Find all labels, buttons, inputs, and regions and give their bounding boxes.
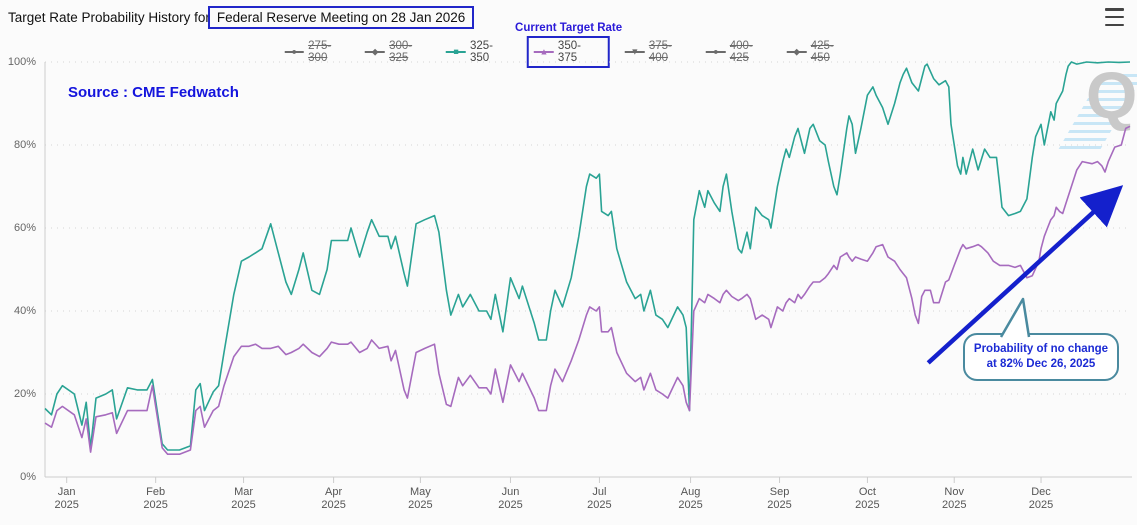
- triangle-down-marker-icon: ▼: [624, 46, 645, 58]
- x-axis-label-jun: Jun 2025: [498, 486, 523, 511]
- current-target-rate-label: Current Target Rate: [515, 22, 623, 34]
- watermark-logo: Q: [1086, 58, 1137, 132]
- y-axis-label: 20%: [13, 388, 36, 400]
- y-axis-label: 0%: [20, 471, 36, 483]
- legend-item-350-375[interactable]: ▲ 350-375 Current Target Rate: [515, 22, 622, 68]
- y-axis-label: 60%: [13, 222, 36, 234]
- chart-menu-button[interactable]: [1105, 8, 1127, 26]
- x-axis-label-jan: Jan 2025: [54, 486, 79, 511]
- x-axis-label-dec: Dec 2025: [1028, 486, 1054, 511]
- chart-title-highlight-box: Federal Reserve Meeting on 28 Jan 2026: [207, 6, 475, 29]
- x-axis-label-sep: Sep 2025: [767, 486, 792, 511]
- legend-label: 350-375: [557, 40, 581, 64]
- x-axis-label-mar: Mar 2025: [231, 486, 256, 511]
- legend-label: 400-425: [729, 40, 753, 64]
- chart-title-prefix: Target Rate Probability History for: [8, 10, 210, 25]
- legend-label: 325-350: [470, 40, 494, 64]
- y-axis-label: 100%: [7, 56, 36, 68]
- y-axis-label: 80%: [13, 139, 36, 151]
- circle-marker-icon: ●: [284, 46, 305, 58]
- y-axis-label: 40%: [13, 305, 36, 317]
- legend-item-425-450[interactable]: ◆ 425-450: [786, 40, 853, 64]
- x-axis-label-nov: Nov 2025: [941, 486, 967, 511]
- legend-item-375-400[interactable]: ▼ 375-400: [624, 40, 691, 64]
- triangle-up-marker-icon: ▲: [534, 46, 554, 58]
- x-axis-label-may: May 2025: [408, 486, 433, 511]
- legend-item-325-350[interactable]: ■ 325-350: [446, 40, 512, 64]
- legend-item-400-425[interactable]: ● 400-425: [705, 40, 772, 64]
- legend-label: 425-450: [810, 40, 834, 64]
- x-axis-label-apr: Apr 2025: [321, 486, 346, 511]
- menu-bar: [1105, 23, 1124, 26]
- x-axis-label-feb: Feb 2025: [143, 486, 168, 511]
- callout-annotation: Probability of no change at 82% Dec 26, …: [963, 333, 1119, 381]
- x-axis-label-oct: Oct 2025: [855, 486, 880, 511]
- legend-label: 300-325: [389, 40, 413, 64]
- series-line-350-375: [44, 125, 1131, 456]
- legend-label: 275-300: [308, 40, 332, 64]
- x-axis-label-aug: Aug 2025: [678, 486, 703, 511]
- source-annotation: Source : CME Fedwatch: [68, 84, 239, 101]
- circle-marker-icon: ●: [705, 46, 726, 58]
- menu-bar: [1105, 8, 1124, 11]
- chart-title: Target Rate Probability History for Fede…: [8, 6, 475, 29]
- square-marker-icon: ■: [446, 46, 466, 58]
- diamond-marker-icon: ◆: [786, 46, 807, 58]
- legend-item-275-300[interactable]: ● 275-300: [284, 40, 350, 64]
- diamond-marker-icon: ◆: [365, 46, 386, 58]
- callout-tail: [999, 297, 1031, 338]
- series-line-325-350: [44, 61, 1131, 451]
- legend-label: 375-400: [648, 40, 672, 64]
- legend-item-300-325[interactable]: ◆ 300-325: [365, 40, 431, 64]
- menu-bar: [1105, 15, 1124, 19]
- legend: ● 275-300 ◆ 300-325 ■ 325-350 ▲ 350-375 Current …: [284, 22, 853, 68]
- x-axis-label-jul: Jul 2025: [587, 486, 612, 511]
